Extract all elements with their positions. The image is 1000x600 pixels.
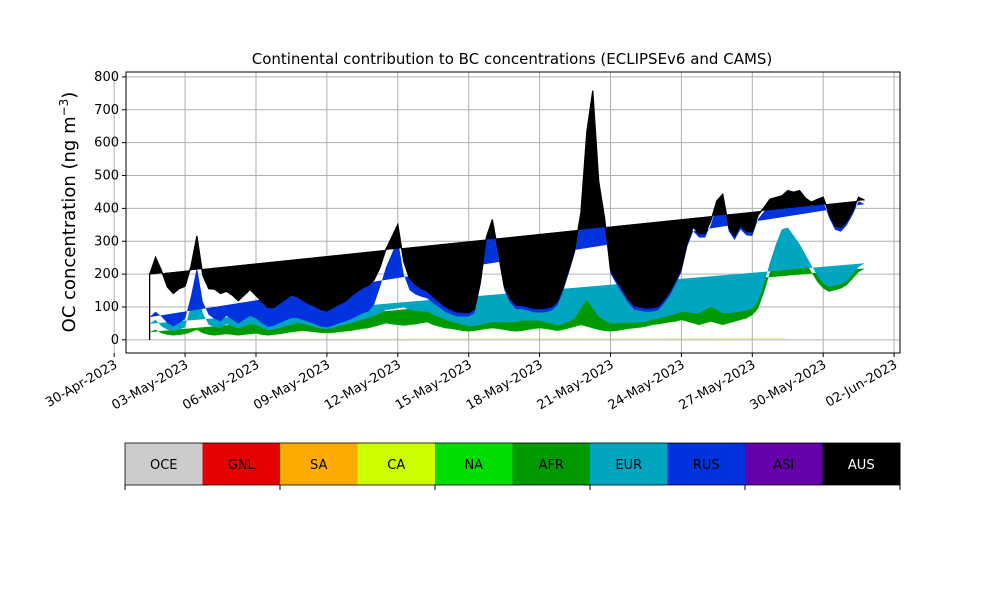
legend-label: GNL xyxy=(228,458,256,473)
chart-title: Continental contribution to BC concentra… xyxy=(252,50,773,68)
x-tick-label: 30-Apr-2023 xyxy=(43,357,120,410)
legend-label: AFR xyxy=(539,458,564,473)
legend-colorbar: OCE GNL SA CA NA AFR EUR RUS ASI AUS xyxy=(124,442,901,490)
x-tick-label: 30-May-2023 xyxy=(748,357,830,413)
area-aus xyxy=(149,90,865,313)
area-eur xyxy=(149,227,865,332)
y-tick-label: 0 xyxy=(111,333,119,348)
legend-swatch-oce xyxy=(125,443,203,485)
plot-area xyxy=(113,71,901,354)
legend-frame xyxy=(124,442,901,486)
y-tick-label: 400 xyxy=(94,201,119,216)
legend-swatch-na xyxy=(435,443,513,485)
y-axis-label: OC concentration (ng m−3) xyxy=(57,92,80,333)
legend-swatch-ca xyxy=(357,443,436,485)
axes-frame xyxy=(125,71,901,354)
legend-label: ASI xyxy=(773,458,794,473)
y-axis: 0 100 200 300 400 500 600 700 800 xyxy=(94,70,126,348)
y-tick-label: 200 xyxy=(94,267,119,282)
y-tick-label: 600 xyxy=(94,136,119,151)
legend-swatch-aus xyxy=(822,443,901,485)
x-tick-label: 12-May-2023 xyxy=(322,357,404,413)
y-tick-label: 800 xyxy=(94,70,119,85)
legend-label: CA xyxy=(387,458,405,473)
legend-swatch-asi xyxy=(745,443,823,485)
legend-swatch-eur xyxy=(590,443,668,485)
legend-label: EUR xyxy=(615,458,642,473)
x-tick-label: 21-May-2023 xyxy=(535,357,617,413)
x-axis: 30-Apr-202303-May-202306-May-202309-May-… xyxy=(43,353,900,413)
x-tick-label: 15-May-2023 xyxy=(393,357,475,413)
legend-swatch-sa xyxy=(280,443,358,485)
x-tick-label: 02-Jun-2023 xyxy=(823,357,900,410)
y-tick-label: 100 xyxy=(94,300,119,315)
legend-swatch-afr xyxy=(512,443,591,485)
y-tick-label: 700 xyxy=(94,103,119,118)
x-tick-label: 24-May-2023 xyxy=(606,357,688,413)
x-tick-label: 03-May-2023 xyxy=(109,357,191,413)
x-tick-label: 27-May-2023 xyxy=(677,357,759,413)
legend-swatch-gnl xyxy=(202,443,281,485)
total-outline xyxy=(148,90,865,340)
x-tick-label: 06-May-2023 xyxy=(180,357,262,413)
legend-swatch-rus xyxy=(667,443,746,485)
x-tick-label: 18-May-2023 xyxy=(464,357,546,413)
y-tick-label: 300 xyxy=(94,234,119,249)
legend-label: OCE xyxy=(150,458,178,473)
legend-label: SA xyxy=(310,458,327,473)
y-tick-label: 500 xyxy=(94,169,119,184)
legend-label: NA xyxy=(464,458,483,473)
legend-label: AUS xyxy=(848,458,875,473)
x-tick-label: 09-May-2023 xyxy=(251,357,333,413)
legend-label: RUS xyxy=(693,458,720,473)
